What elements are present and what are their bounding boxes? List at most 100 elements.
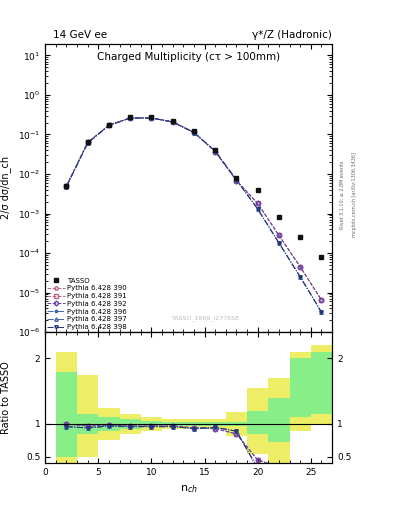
Pythia 6.428 396: [298, 274, 303, 280]
Bar: [98, 417, 119, 431]
Bar: [183, 419, 205, 429]
Pythia 6.428 390: [149, 115, 154, 121]
Pythia 6.428 397: [149, 115, 154, 121]
Pythia 6.428 392: [255, 200, 260, 206]
Pythia 6.428 398: [64, 183, 69, 189]
Pythia 6.428 392: [107, 122, 111, 128]
Line: Pythia 6.428 390: Pythia 6.428 390: [65, 116, 323, 302]
Pythia 6.428 398: [213, 148, 218, 154]
Bar: [311, 352, 332, 414]
Pythia 6.428 390: [107, 122, 111, 128]
Pythia 6.428 396: [149, 115, 154, 121]
Pythia 6.428 398: [107, 122, 111, 129]
Pythia 6.428 398: [128, 115, 132, 121]
Pythia 6.428 398: [319, 309, 324, 315]
Pythia 6.428 390: [234, 178, 239, 184]
Bar: [119, 414, 141, 434]
Pythia 6.428 398: [149, 115, 154, 121]
Pythia 6.428 390: [298, 264, 303, 270]
Pythia 6.428 397: [192, 130, 196, 136]
Pythia 6.428 392: [170, 119, 175, 125]
Pythia 6.428 392: [234, 178, 239, 184]
Pythia 6.428 398: [298, 274, 303, 280]
Pythia 6.428 391: [192, 130, 196, 136]
Pythia 6.428 397: [319, 309, 324, 315]
Y-axis label: Ratio to TASSO: Ratio to TASSO: [1, 361, 11, 434]
TASSO: [255, 187, 260, 193]
Pythia 6.428 392: [213, 148, 218, 155]
Text: mcplots.cern.ch [arXiv:1306.3436]: mcplots.cern.ch [arXiv:1306.3436]: [352, 152, 357, 237]
Pythia 6.428 392: [64, 183, 69, 189]
Pythia 6.428 390: [192, 130, 196, 136]
Pythia 6.428 398: [234, 177, 239, 183]
Bar: [56, 352, 77, 463]
Pythia 6.428 391: [277, 232, 281, 239]
Pythia 6.428 398: [170, 119, 175, 125]
Pythia 6.428 396: [107, 122, 111, 129]
TASSO: [170, 118, 175, 124]
TASSO: [85, 139, 90, 145]
Line: TASSO: TASSO: [64, 115, 324, 260]
Pythia 6.428 391: [255, 200, 260, 206]
Bar: [141, 417, 162, 431]
Text: Rivet 3.1.10; ≥ 2.8M events: Rivet 3.1.10; ≥ 2.8M events: [340, 160, 345, 229]
Pythia 6.428 397: [64, 183, 69, 189]
Bar: [268, 378, 290, 463]
Line: Pythia 6.428 398: Pythia 6.428 398: [65, 116, 323, 314]
Pythia 6.428 397: [234, 177, 239, 183]
Pythia 6.428 391: [234, 178, 239, 184]
Pythia 6.428 396: [128, 115, 132, 121]
Line: Pythia 6.428 397: Pythia 6.428 397: [65, 116, 323, 314]
TASSO: [128, 114, 132, 120]
Pythia 6.428 390: [277, 232, 281, 239]
TASSO: [213, 147, 218, 153]
X-axis label: n$_{ch}$: n$_{ch}$: [180, 483, 198, 495]
Pythia 6.428 397: [277, 240, 281, 246]
Pythia 6.428 397: [85, 140, 90, 146]
Pythia 6.428 398: [255, 206, 260, 212]
TASSO: [319, 254, 324, 260]
Bar: [141, 421, 162, 428]
Bar: [290, 358, 311, 417]
Bar: [183, 422, 205, 426]
Bar: [119, 419, 141, 429]
Pythia 6.428 396: [64, 183, 69, 189]
Bar: [77, 375, 98, 457]
TASSO: [277, 215, 281, 221]
Pythia 6.428 391: [149, 115, 154, 121]
Bar: [205, 422, 226, 426]
Pythia 6.428 392: [149, 115, 154, 121]
TASSO: [149, 114, 154, 120]
Bar: [56, 372, 77, 457]
Text: γ*/Z (Hadronic): γ*/Z (Hadronic): [252, 30, 332, 40]
Pythia 6.428 390: [319, 297, 324, 303]
Pythia 6.428 392: [277, 232, 281, 239]
Bar: [247, 388, 268, 454]
Text: Charged Multiplicity (cτ > 100mm): Charged Multiplicity (cτ > 100mm): [97, 52, 280, 62]
Pythia 6.428 396: [255, 206, 260, 212]
Pythia 6.428 396: [170, 119, 175, 125]
Pythia 6.428 392: [128, 115, 132, 121]
Bar: [290, 352, 311, 431]
Pythia 6.428 391: [298, 264, 303, 270]
Pythia 6.428 391: [85, 139, 90, 145]
TASSO: [298, 234, 303, 241]
Pythia 6.428 390: [170, 119, 175, 125]
Pythia 6.428 392: [85, 139, 90, 145]
Pythia 6.428 390: [64, 183, 69, 189]
Legend: TASSO, Pythia 6.428 390, Pythia 6.428 391, Pythia 6.428 392, Pythia 6.428 396, P: TASSO, Pythia 6.428 390, Pythia 6.428 39…: [47, 278, 127, 330]
Pythia 6.428 392: [298, 264, 303, 270]
Bar: [268, 398, 290, 442]
Pythia 6.428 397: [107, 122, 111, 129]
Pythia 6.428 398: [192, 130, 196, 136]
Pythia 6.428 398: [277, 240, 281, 246]
TASSO: [107, 122, 111, 128]
Bar: [77, 414, 98, 434]
Pythia 6.428 390: [255, 200, 260, 206]
TASSO: [64, 183, 69, 189]
Pythia 6.428 397: [298, 274, 303, 280]
Pythia 6.428 396: [192, 130, 196, 136]
Pythia 6.428 391: [64, 183, 69, 189]
Pythia 6.428 396: [234, 177, 239, 183]
Pythia 6.428 397: [170, 119, 175, 125]
